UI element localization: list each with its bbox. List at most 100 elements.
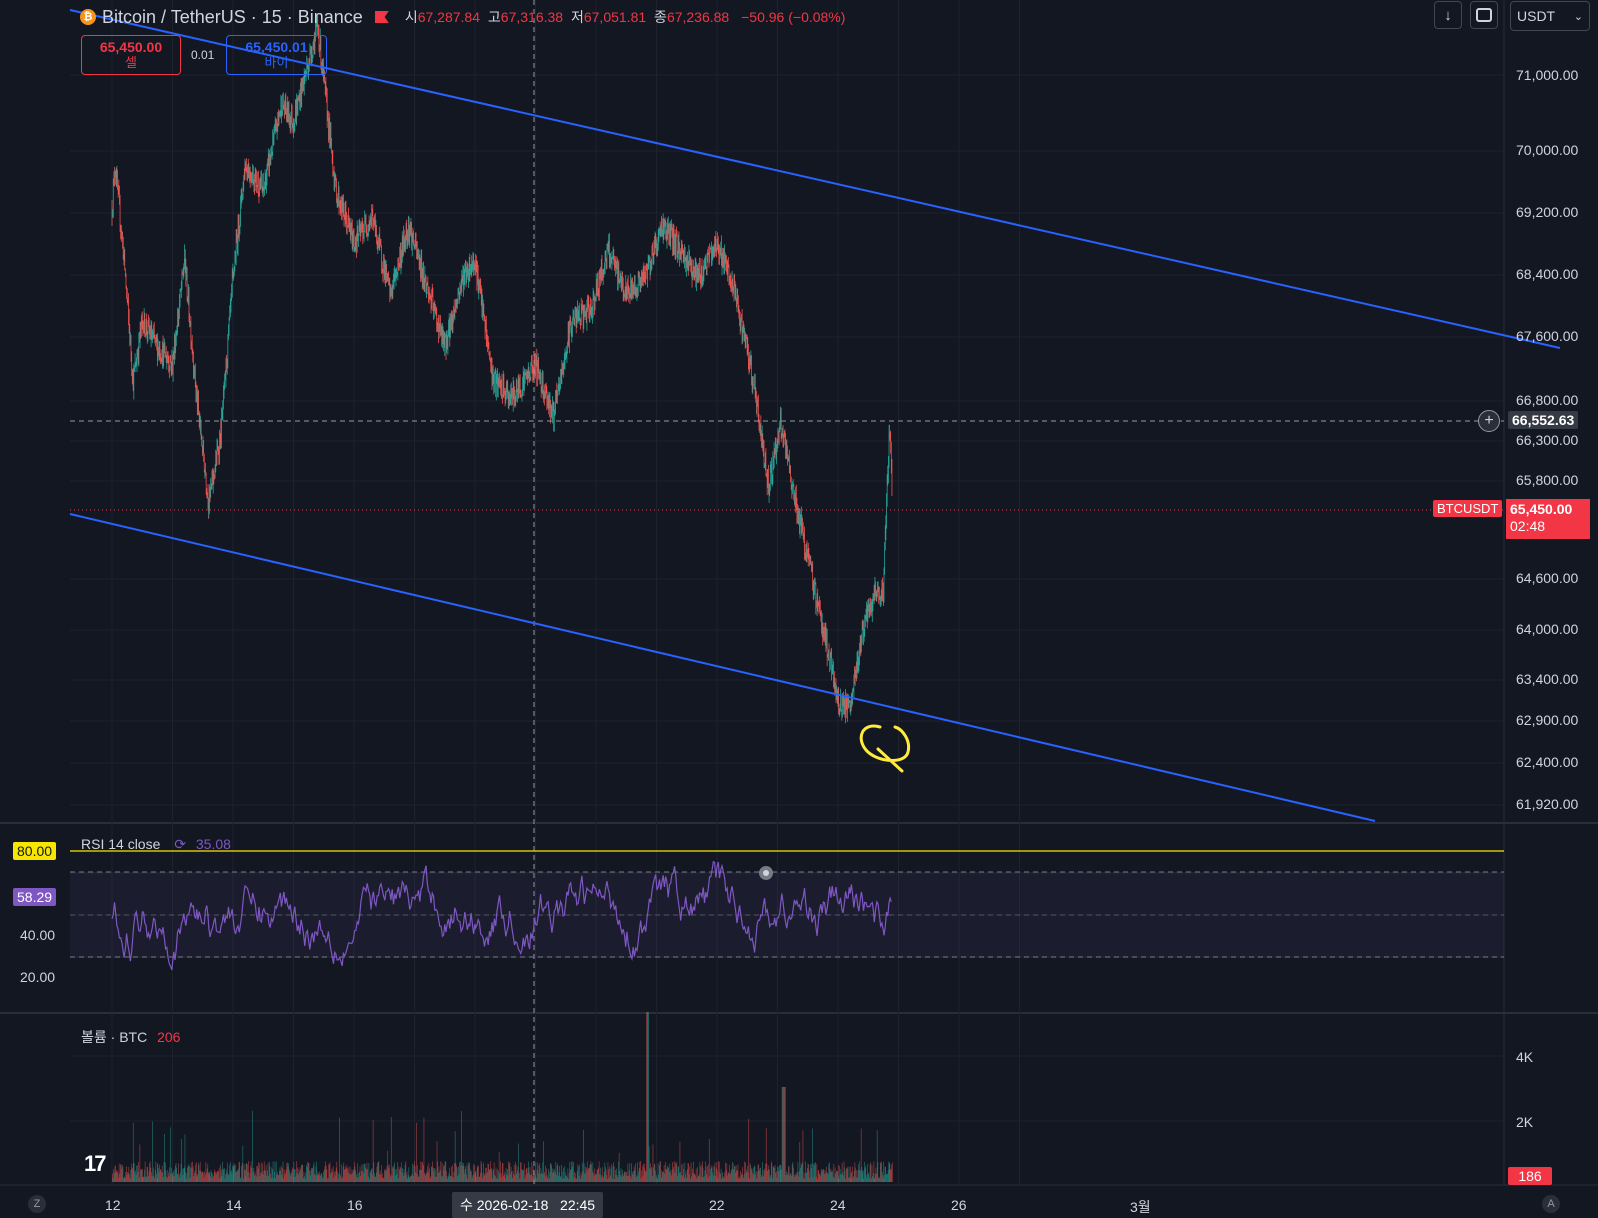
grid-lines [70, 0, 1504, 1185]
ohlc-open-label: 시 [404, 9, 418, 25]
currency-select[interactable]: USDT ⌄ [1510, 1, 1590, 31]
volume-bar [245, 1170, 246, 1182]
volume-bar [320, 1172, 322, 1182]
volume-bar [770, 1161, 772, 1182]
auto-scale-button[interactable]: A [1542, 1195, 1560, 1213]
volume-bar [492, 1178, 493, 1182]
channel-upper-trendline[interactable] [69, 9, 1561, 349]
volume-bar [708, 1164, 710, 1182]
volume-bar [133, 1163, 134, 1182]
volume-bar [488, 1169, 490, 1182]
volume-bar [181, 1138, 183, 1182]
rsi-legend[interactable]: RSI 14 close ⟳ 35.08 [81, 836, 231, 853]
volume-bar [458, 1174, 460, 1182]
goto-start-button[interactable]: Z [28, 1195, 46, 1213]
volume-bar [358, 1173, 360, 1182]
volume-bar [159, 1164, 160, 1182]
volume-bar [210, 1176, 211, 1182]
volume-bar [277, 1172, 278, 1182]
volume-bar [536, 1169, 538, 1182]
volume-bar [721, 1178, 723, 1182]
volume-bar [793, 1174, 795, 1182]
add-plus-icon[interactable]: + [1478, 410, 1500, 432]
volume-bar [390, 1116, 392, 1182]
volume-bar [513, 1174, 514, 1182]
volume-bar [132, 1167, 133, 1182]
volume-bar [368, 1163, 370, 1182]
volume-bar [303, 1171, 305, 1182]
volume-bar [543, 1141, 544, 1182]
volume-bar [590, 1161, 592, 1182]
volume-bar [352, 1170, 354, 1182]
volume-bar [141, 1168, 143, 1182]
volume-bar [318, 1171, 320, 1182]
volume-bar [742, 1174, 744, 1182]
volume-bar [422, 1162, 424, 1182]
volume-bar [427, 1166, 428, 1182]
volume-bar [515, 1164, 517, 1182]
volume-bar [839, 1165, 840, 1182]
volume-bar [516, 1173, 518, 1182]
volume-bar [620, 1168, 622, 1182]
volume-bar [400, 1166, 402, 1182]
volume-bar [275, 1177, 276, 1182]
volume-bar [620, 1175, 621, 1182]
volume-bar [499, 1173, 501, 1182]
volume-bar [456, 1167, 458, 1182]
rsi-tick: 40.00 [20, 927, 56, 943]
volume-bar [155, 1161, 157, 1182]
buy-button[interactable]: 65,450.01 바이 [226, 35, 327, 75]
volume-bar [666, 1165, 668, 1182]
volume-bar [583, 1129, 584, 1182]
arrow-down-icon[interactable]: ↓ [1434, 1, 1462, 29]
volume-bar [853, 1170, 855, 1182]
volume-bar [634, 1170, 636, 1182]
volume-bar [220, 1169, 222, 1182]
sell-button[interactable]: 65,450.00 셀 [81, 35, 181, 75]
volume-bar [345, 1168, 347, 1182]
volume-bar [154, 1169, 156, 1182]
volume-bar [343, 1162, 345, 1182]
volume-bar [174, 1169, 176, 1182]
volume-bar [178, 1177, 180, 1182]
volume-bar [581, 1162, 583, 1182]
volume-legend[interactable]: 볼륨 · BTC 206 [81, 1027, 180, 1047]
volume-bar [621, 1176, 623, 1182]
volume-bar [241, 1165, 242, 1182]
volume-bar [662, 1171, 664, 1182]
volume-bar [882, 1175, 884, 1182]
volume-bar [488, 1163, 489, 1182]
volume-bar [479, 1177, 481, 1182]
refresh-icon[interactable]: ⟳ [174, 836, 186, 852]
volume-bar [672, 1169, 674, 1182]
volume-bar [660, 1170, 662, 1182]
volume-bar [416, 1122, 417, 1182]
channel-lower-trendline[interactable] [69, 513, 1376, 822]
volume-bar [182, 1174, 184, 1182]
volume-bar [625, 1171, 626, 1182]
volume-bar [294, 1169, 295, 1182]
volume-bar [732, 1162, 733, 1182]
volume-bar [355, 1170, 356, 1182]
volume-bar [147, 1166, 148, 1182]
symbol-title[interactable]: Bitcoin / TetherUS · 15 · Binance [102, 6, 363, 27]
volume-bar [639, 1161, 641, 1182]
volume-bar [735, 1165, 737, 1182]
volume-bar [720, 1173, 721, 1182]
volume-bar [363, 1173, 365, 1182]
freehand-annotation[interactable] [859, 724, 911, 773]
tradingview-logo-icon[interactable]: 17 [84, 1151, 107, 1176]
volume-bar [761, 1176, 763, 1182]
fullscreen-icon[interactable] [1470, 1, 1498, 29]
volume-bar [663, 1165, 665, 1182]
volume-bar [395, 1168, 397, 1182]
volume-bar [687, 1162, 689, 1182]
volume-bar [258, 1162, 260, 1182]
volume-bar [160, 1169, 162, 1182]
volume-bar [709, 1176, 711, 1182]
volume-bar [783, 1087, 785, 1182]
volume-bar [417, 1177, 419, 1182]
flag-icon[interactable] [374, 11, 389, 23]
volume-bar [813, 1163, 814, 1182]
